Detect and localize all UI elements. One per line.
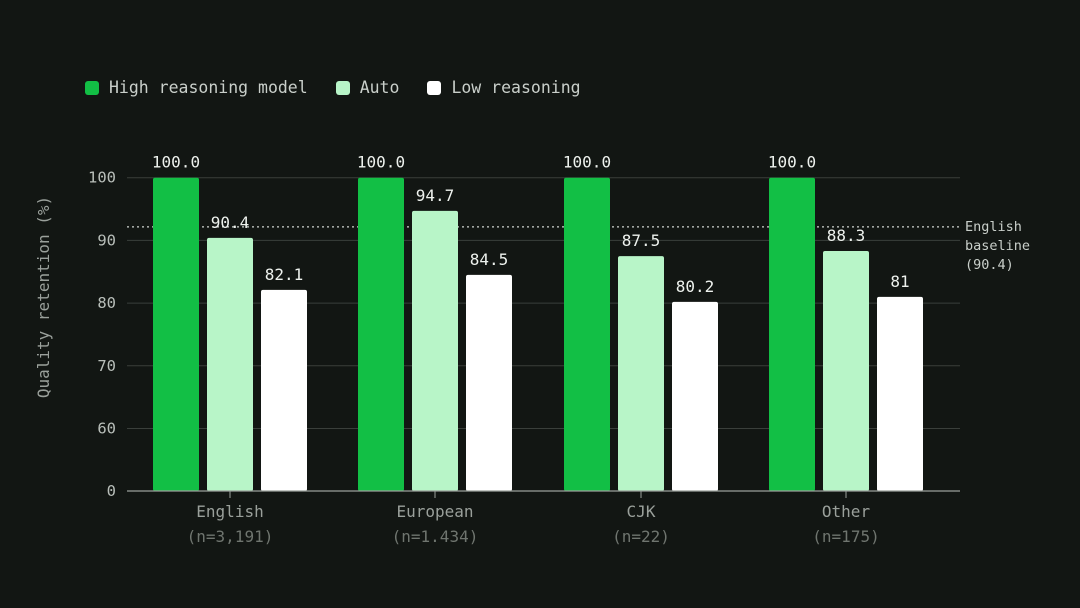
bar-data-label: 100.0 <box>357 153 405 172</box>
legend-swatch-low <box>427 80 442 95</box>
bar-low <box>672 301 718 491</box>
bar-data-label: 80.2 <box>676 277 715 296</box>
reference-line-label: English <box>965 219 1022 235</box>
bar-auto <box>412 210 458 491</box>
y-tick-label: 60 <box>97 420 116 438</box>
y-tick-label: 70 <box>97 357 116 375</box>
legend-label-low: Low reasoning <box>451 78 581 97</box>
legend: High reasoning model Auto Low reasoning <box>85 78 581 97</box>
bar-data-label: 100.0 <box>152 153 200 172</box>
y-tick-label: 0 <box>107 482 116 500</box>
bar-high <box>153 177 199 491</box>
bar-data-label: 87.5 <box>622 231 661 250</box>
bar-data-label: 94.7 <box>416 186 455 205</box>
category-label: English <box>196 502 263 521</box>
legend-swatch-auto <box>335 80 350 95</box>
bar-low <box>261 289 307 491</box>
bar-data-label: 82.1 <box>265 265 304 284</box>
legend-item-auto: Auto <box>335 78 400 97</box>
bar-high <box>564 177 610 491</box>
category-label: European <box>396 502 473 521</box>
bar-data-label: 84.5 <box>470 250 509 269</box>
category-sample-size: (n=22) <box>612 527 670 546</box>
legend-item-low: Low reasoning <box>427 78 581 97</box>
bar-high <box>358 177 404 491</box>
y-tick-label: 90 <box>97 231 116 249</box>
category-sample-size: (n=175) <box>812 527 879 546</box>
bar-high <box>769 177 815 491</box>
bar-data-label: 100.0 <box>768 153 816 172</box>
reference-line-label: baseline <box>965 238 1030 254</box>
y-axis-title: Quality retention (%) <box>34 196 53 398</box>
legend-label-high: High reasoning model <box>109 78 308 97</box>
bar-data-label: 100.0 <box>563 153 611 172</box>
category-sample-size: (n=1.434) <box>392 527 479 546</box>
bar-data-label: 90.4 <box>211 213 250 232</box>
y-tick-label: 100 <box>88 169 116 187</box>
legend-swatch-high <box>85 80 99 95</box>
bar-low <box>877 296 923 491</box>
category-label: Other <box>822 502 871 521</box>
y-tick-label: 80 <box>97 294 116 312</box>
legend-item-high: High reasoning model <box>85 78 308 97</box>
category-label: CJK <box>627 502 656 521</box>
bar-auto <box>618 256 664 491</box>
legend-label-auto: Auto <box>359 78 400 97</box>
bar-auto <box>823 251 869 491</box>
reference-line-label: (90.4) <box>965 257 1014 273</box>
bar-data-label: 81 <box>890 272 909 291</box>
bar-data-label: 88.3 <box>827 226 866 245</box>
category-sample-size: (n=3,191) <box>187 527 274 546</box>
bar-auto <box>207 237 253 491</box>
bar-low <box>466 274 512 491</box>
